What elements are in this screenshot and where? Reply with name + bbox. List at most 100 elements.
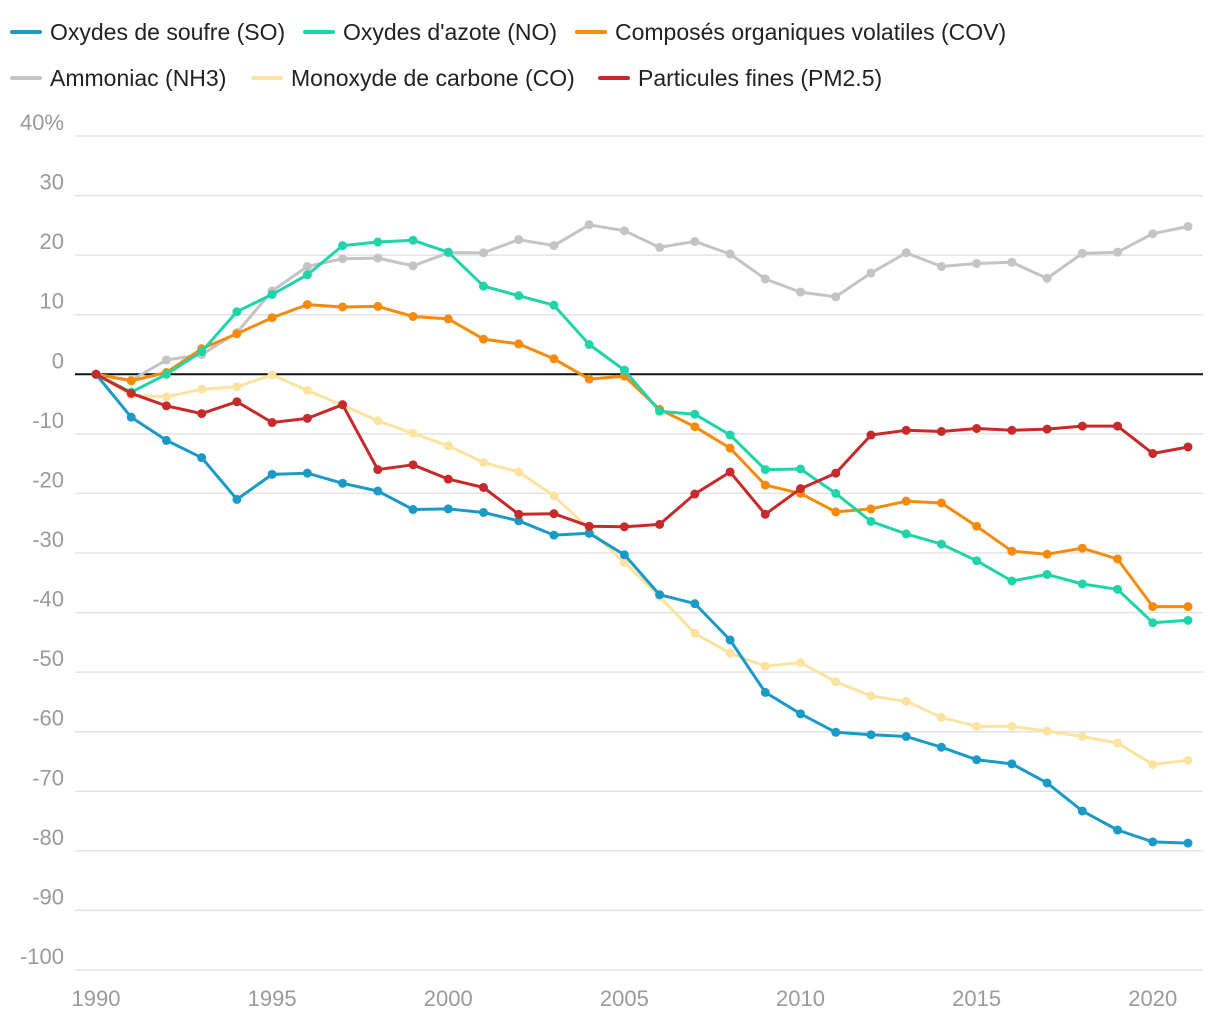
data-point	[1113, 738, 1123, 748]
data-point	[302, 300, 312, 310]
data-point	[514, 516, 524, 526]
x-tick-label: 2020	[1128, 986, 1177, 1011]
data-point	[690, 422, 700, 432]
data-point	[760, 661, 770, 671]
series-line	[94, 238, 1190, 625]
data-point	[831, 468, 841, 478]
data-point	[760, 687, 770, 697]
legend-item: Monoxyde de carbone (CO)	[251, 65, 575, 91]
legend-item: Oxydes de soufre (SO)	[10, 19, 285, 45]
data-point	[760, 465, 770, 475]
data-point	[725, 249, 735, 259]
data-point	[1148, 618, 1158, 628]
data-point	[549, 354, 559, 364]
data-point	[1007, 759, 1017, 769]
data-point	[1077, 731, 1087, 741]
data-point	[1042, 424, 1052, 434]
data-point	[796, 287, 806, 297]
data-point	[338, 241, 348, 251]
data-point	[549, 300, 559, 310]
data-point	[972, 755, 982, 765]
data-point	[549, 530, 559, 540]
data-point	[1113, 247, 1123, 257]
data-point	[408, 261, 418, 271]
y-tick-label: 10	[40, 289, 64, 314]
data-point	[514, 291, 524, 301]
series-line	[94, 372, 1190, 529]
x-tick-label: 2005	[600, 986, 649, 1011]
data-point	[1183, 222, 1193, 232]
data-point	[655, 406, 665, 416]
data-point	[936, 742, 946, 752]
data-point	[408, 235, 418, 245]
data-point	[1183, 442, 1193, 452]
data-point	[126, 412, 136, 422]
data-point	[302, 385, 312, 395]
y-tick-label: -100	[20, 944, 64, 969]
data-point	[338, 478, 348, 488]
data-point	[619, 558, 629, 568]
data-point	[866, 516, 876, 526]
data-point	[197, 409, 207, 419]
data-point	[901, 731, 911, 741]
data-point	[373, 237, 383, 247]
data-point	[478, 334, 488, 344]
data-point	[443, 504, 453, 514]
data-point	[514, 467, 524, 477]
data-point	[478, 482, 488, 492]
data-point	[831, 507, 841, 517]
data-point	[408, 428, 418, 438]
data-point	[1007, 257, 1017, 267]
data-point	[901, 496, 911, 506]
data-point	[91, 369, 101, 379]
data-point	[584, 521, 594, 531]
data-point	[126, 388, 136, 398]
data-point	[866, 730, 876, 740]
data-point	[373, 465, 383, 475]
data-point	[901, 248, 911, 258]
data-point	[408, 460, 418, 470]
data-point	[972, 721, 982, 731]
data-point	[760, 274, 770, 284]
data-point	[302, 270, 312, 280]
data-point	[972, 556, 982, 566]
data-point	[232, 382, 242, 392]
y-tick-label: -60	[32, 706, 64, 731]
data-point	[232, 397, 242, 407]
data-point	[1077, 421, 1087, 431]
data-point	[478, 248, 488, 258]
data-point	[796, 484, 806, 494]
y-tick-label: -10	[32, 408, 64, 433]
data-point	[1113, 584, 1123, 594]
data-point	[619, 226, 629, 236]
data-point	[197, 453, 207, 463]
data-point	[690, 409, 700, 419]
data-point	[302, 468, 312, 478]
data-point	[690, 489, 700, 499]
y-tick-label: 0	[52, 348, 64, 373]
data-point	[232, 307, 242, 317]
y-tick-label: -90	[32, 884, 64, 909]
data-point	[232, 329, 242, 339]
data-point	[408, 505, 418, 515]
data-point	[373, 486, 383, 496]
data-point	[1183, 615, 1193, 625]
data-point	[161, 369, 171, 379]
data-point	[1183, 602, 1193, 612]
legend-item: Particules fines (PM2.5)	[598, 65, 882, 91]
data-point	[866, 430, 876, 440]
data-point	[1148, 449, 1158, 459]
data-point	[901, 696, 911, 706]
data-point	[1042, 726, 1052, 736]
data-point	[478, 281, 488, 291]
legend-label: Oxydes de soufre (SO)	[50, 19, 285, 45]
data-point	[725, 648, 735, 658]
data-point	[408, 312, 418, 322]
data-point	[197, 384, 207, 394]
data-point	[549, 491, 559, 501]
data-point	[1077, 248, 1087, 258]
legend: Oxydes de soufre (SO) Oxydes d'azote (NO)…	[10, 19, 1006, 91]
data-point	[1007, 425, 1017, 435]
data-point	[936, 498, 946, 508]
data-point	[725, 467, 735, 477]
